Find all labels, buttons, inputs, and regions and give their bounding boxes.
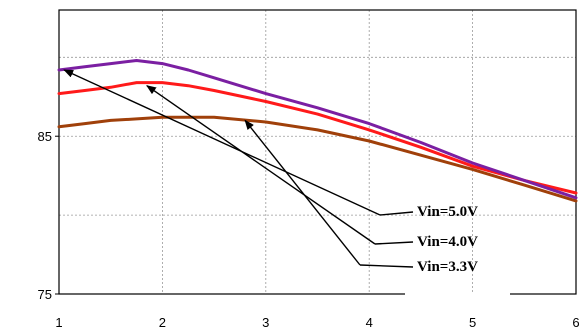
annotation-label: Vin=5.0V (417, 204, 478, 220)
series-line-2 (57, 115, 578, 203)
annotation-arrow (244, 119, 361, 266)
grid (59, 10, 576, 294)
y-tick-label: 85 (38, 129, 52, 144)
x-tick-label: 6 (572, 315, 579, 330)
annotation-labels: Vin=5.0V Vin=4.0V Vin=3.3V (417, 204, 478, 275)
y-tick-label: 75 (38, 287, 52, 302)
annotation-leader (379, 211, 414, 216)
annotation-label: Vin=4.0V (417, 234, 478, 250)
annotation-leader (359, 264, 414, 268)
x-tick-label: 5 (469, 315, 476, 330)
x-tick-label: 4 (366, 315, 373, 330)
plot-area-frame (58, 9, 577, 295)
annotation-leader (374, 241, 414, 245)
annotation-arrows (63, 69, 414, 268)
axis-ticks: 1 2 3 4 5 6 75 85 (38, 129, 580, 330)
x-tick-label: 1 (55, 315, 62, 330)
series-line-1 (57, 81, 578, 195)
annotation-arrow (146, 85, 376, 245)
x-tick-label: 3 (262, 315, 269, 330)
annotation-label: Vin=3.3V (417, 259, 478, 275)
axis-gap (405, 292, 510, 296)
x-tick-label: 2 (159, 315, 166, 330)
series-line-0 (57, 59, 578, 200)
annotation-arrow (63, 69, 381, 216)
series-layer (57, 59, 578, 203)
